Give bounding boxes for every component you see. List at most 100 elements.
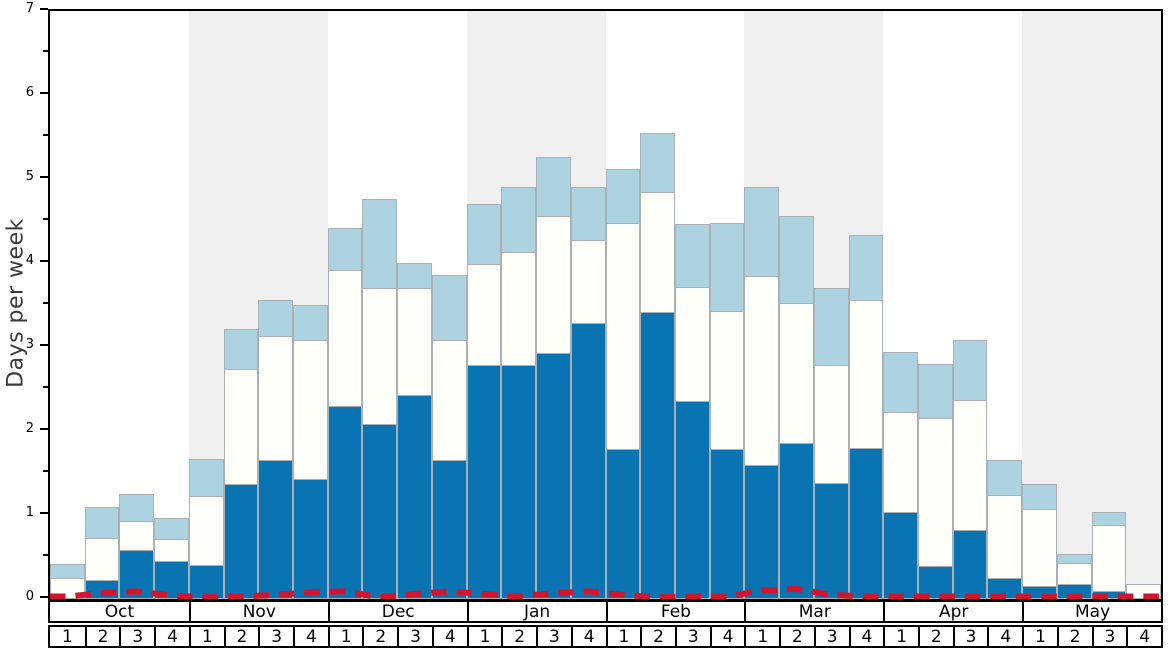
y-major-tick <box>40 176 48 178</box>
week-cell: 2 <box>362 627 397 647</box>
dark-blue-bottom-segment <box>813 483 849 599</box>
y-tick-label: 7 <box>25 1 34 16</box>
dark-blue-bottom-segment <box>952 530 988 599</box>
dark-blue-bottom-segment <box>258 459 294 599</box>
week-cell: 4 <box>570 627 606 647</box>
dark-blue-bottom-segment <box>779 442 814 599</box>
plot-area <box>48 9 1163 601</box>
week-cell: 3 <box>536 627 571 647</box>
dark-blue-bottom-segment <box>466 365 502 599</box>
y-tick-label: 0 <box>25 589 34 604</box>
dark-blue-bottom-segment <box>119 550 155 599</box>
week-cell: 2 <box>640 627 675 647</box>
y-major-tick <box>40 512 48 514</box>
y-minor-tick <box>43 302 48 304</box>
dark-blue-bottom-segment <box>1091 590 1127 599</box>
white-middle-segment <box>1126 583 1161 599</box>
week-cell: 4 <box>1126 627 1161 647</box>
week-cell: 1 <box>466 627 502 647</box>
dark-blue-bottom-segment <box>883 512 918 599</box>
y-major-tick <box>40 260 48 262</box>
dark-blue-bottom-segment <box>709 448 745 599</box>
dark-blue-bottom-segment <box>431 460 467 599</box>
month-cell: Jan <box>466 602 606 622</box>
dark-blue-bottom-segment <box>674 400 710 599</box>
week-cell: 3 <box>674 627 710 647</box>
week-cell: 3 <box>397 627 432 647</box>
dark-blue-bottom-segment <box>1022 586 1057 599</box>
week-cell: 3 <box>119 627 154 647</box>
dark-blue-bottom-segment <box>917 566 953 599</box>
week-cell: 3 <box>258 627 293 647</box>
y-tick-label: 3 <box>25 337 34 352</box>
week-cell: 1 <box>744 627 779 647</box>
week-cell: 4 <box>431 627 467 647</box>
week-cell: 4 <box>848 627 884 647</box>
week-cell: 1 <box>188 627 224 647</box>
week-cell: 1 <box>61 626 73 647</box>
week-cell: 1 <box>327 627 363 647</box>
month-cell: Nov <box>188 602 328 622</box>
y-minor-tick <box>43 218 48 220</box>
y-tick-label: 6 <box>25 85 34 100</box>
y-minor-tick <box>43 470 48 472</box>
dark-blue-bottom-segment <box>154 561 189 599</box>
week-cell: 3 <box>813 627 849 647</box>
dark-blue-bottom-segment <box>570 323 606 599</box>
y-axis-label: Days per week <box>3 218 29 388</box>
y-minor-tick <box>43 50 48 52</box>
y-major-tick <box>40 596 48 598</box>
y-minor-tick <box>43 134 48 136</box>
y-minor-tick <box>43 554 48 556</box>
dark-blue-bottom-segment <box>640 311 675 599</box>
y-tick-label: 2 <box>25 421 34 436</box>
dark-blue-bottom-segment <box>848 447 884 599</box>
dark-blue-bottom-segment <box>744 465 780 599</box>
month-cell: Apr <box>883 602 1022 622</box>
week-cell: 1 <box>605 627 641 647</box>
week-cell: 2 <box>223 627 259 647</box>
week-cell: 2 <box>779 627 814 647</box>
week-cell: 1 <box>1022 627 1057 647</box>
month-cell: Feb <box>605 602 745 622</box>
dark-blue-bottom-segment <box>536 352 571 599</box>
week-cell: 2 <box>1056 627 1092 647</box>
month-cell: May <box>1022 602 1161 622</box>
dark-blue-bottom-segment <box>1056 583 1092 599</box>
week-cell: 4 <box>709 627 745 647</box>
dark-blue-bottom-segment <box>223 483 259 599</box>
month-cell: Dec <box>327 602 467 622</box>
dark-blue-bottom-segment <box>327 405 363 599</box>
week-cell: 1 <box>883 627 918 647</box>
week-cell: 2 <box>84 627 120 647</box>
dark-blue-bottom-segment <box>293 478 328 599</box>
week-cell: 2 <box>501 627 536 647</box>
y-major-tick <box>40 428 48 430</box>
dark-blue-bottom-segment <box>397 394 432 599</box>
week-cell: 4 <box>987 627 1022 647</box>
y-minor-tick <box>43 386 48 388</box>
dark-blue-bottom-segment <box>501 364 537 599</box>
y-axis: Days per week 0 1 2 3 4 5 6 7 <box>0 2 48 604</box>
y-major-tick <box>40 92 48 94</box>
month-cell: Mar <box>744 602 883 622</box>
y-tick-label: 4 <box>25 253 34 268</box>
week-cell: 4 <box>293 627 328 647</box>
dark-blue-bottom-segment <box>362 424 398 599</box>
week-cell: 3 <box>1091 627 1127 647</box>
week-cell: 4 <box>154 627 189 647</box>
dark-blue-bottom-segment <box>84 579 120 599</box>
week-cell: 3 <box>952 627 988 647</box>
dark-blue-bottom-segment <box>605 448 641 599</box>
y-major-tick <box>40 344 48 346</box>
week-cell: 2 <box>917 627 953 647</box>
white-middle-segment <box>1091 525 1127 599</box>
month-cell: Oct <box>104 601 135 622</box>
y-major-tick <box>40 8 48 10</box>
month-axis-row: Oct Nov Dec Jan Feb Mar Apr May <box>48 600 1163 623</box>
y-tick-label: 1 <box>25 505 34 520</box>
white-middle-segment <box>50 578 85 599</box>
y-tick-label: 5 <box>25 169 34 184</box>
dark-blue-bottom-segment <box>188 565 224 599</box>
